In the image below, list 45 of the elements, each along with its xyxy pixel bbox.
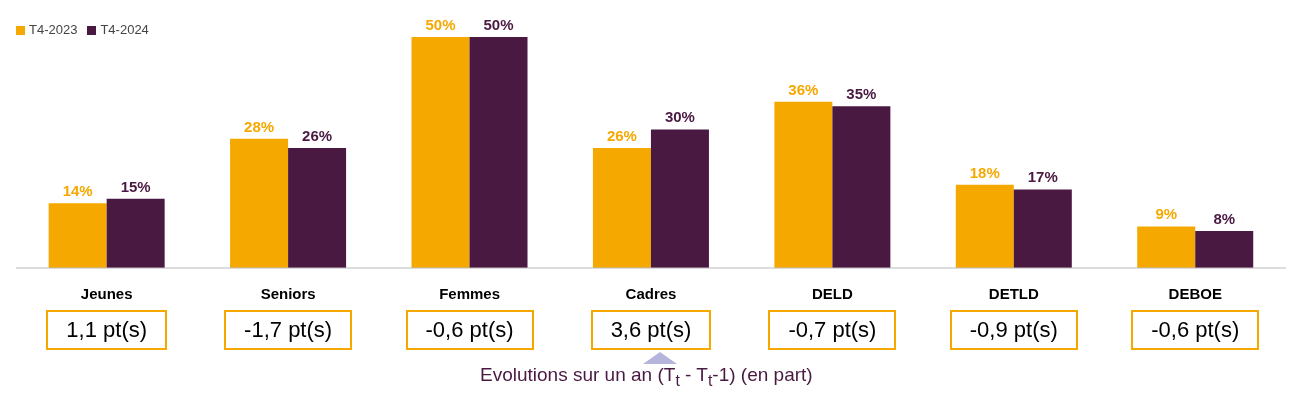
data-label: 8% xyxy=(1213,210,1236,228)
bar xyxy=(1137,226,1196,268)
text: -0,9 pt(s) xyxy=(949,310,1078,350)
text: -0,6 pt(s) xyxy=(405,310,534,350)
bar xyxy=(288,147,347,268)
x-tick-label: Cadres xyxy=(625,284,677,302)
data-label: 15% xyxy=(120,177,151,195)
data-label: 9% xyxy=(1155,205,1178,223)
data-label: 17% xyxy=(1027,168,1058,186)
data-label: 36% xyxy=(788,80,819,98)
bar xyxy=(592,147,651,268)
text: 3,6 pt(s) xyxy=(590,310,712,350)
text: -1,7 pt(s) xyxy=(224,310,353,350)
bar xyxy=(469,37,528,268)
x-tick-label: DEBOE xyxy=(1168,284,1222,302)
x-tick-label: Femmes xyxy=(439,284,501,302)
data-label: 18% xyxy=(969,163,1000,181)
bar xyxy=(48,203,107,268)
data-label: 50% xyxy=(483,16,514,33)
bar xyxy=(955,184,1014,268)
x-tick-label: DETLD xyxy=(988,284,1040,302)
bar xyxy=(1195,231,1254,268)
bar xyxy=(650,129,709,268)
bar xyxy=(832,106,891,268)
x-tick-label: Seniors xyxy=(260,284,316,302)
text: -0,7 pt(s) xyxy=(768,310,897,350)
legend-label: T4-2024 xyxy=(100,22,149,37)
data-label: 26% xyxy=(606,126,637,144)
x-tick-label: DELD xyxy=(812,284,854,302)
data-label: 30% xyxy=(664,108,695,126)
bar xyxy=(411,37,470,268)
data-label: 14% xyxy=(62,182,93,200)
bar xyxy=(230,138,289,268)
x-tick-label: Jeunes xyxy=(80,284,133,302)
bar xyxy=(1013,189,1072,268)
bar xyxy=(774,101,833,268)
data-label: 50% xyxy=(425,16,456,33)
data-label: 26% xyxy=(302,126,333,144)
bar xyxy=(106,198,165,268)
text: -0,6 pt(s) xyxy=(1131,310,1260,350)
text: 1,1 pt(s) xyxy=(46,310,168,350)
legend-label: T4-2023 xyxy=(29,22,78,37)
text: Evolutions sur un an (T$_{t}$ - T$_{t}$-1) (en part) xyxy=(479,364,814,390)
data-label: 35% xyxy=(846,85,877,103)
data-label: 28% xyxy=(244,117,275,135)
